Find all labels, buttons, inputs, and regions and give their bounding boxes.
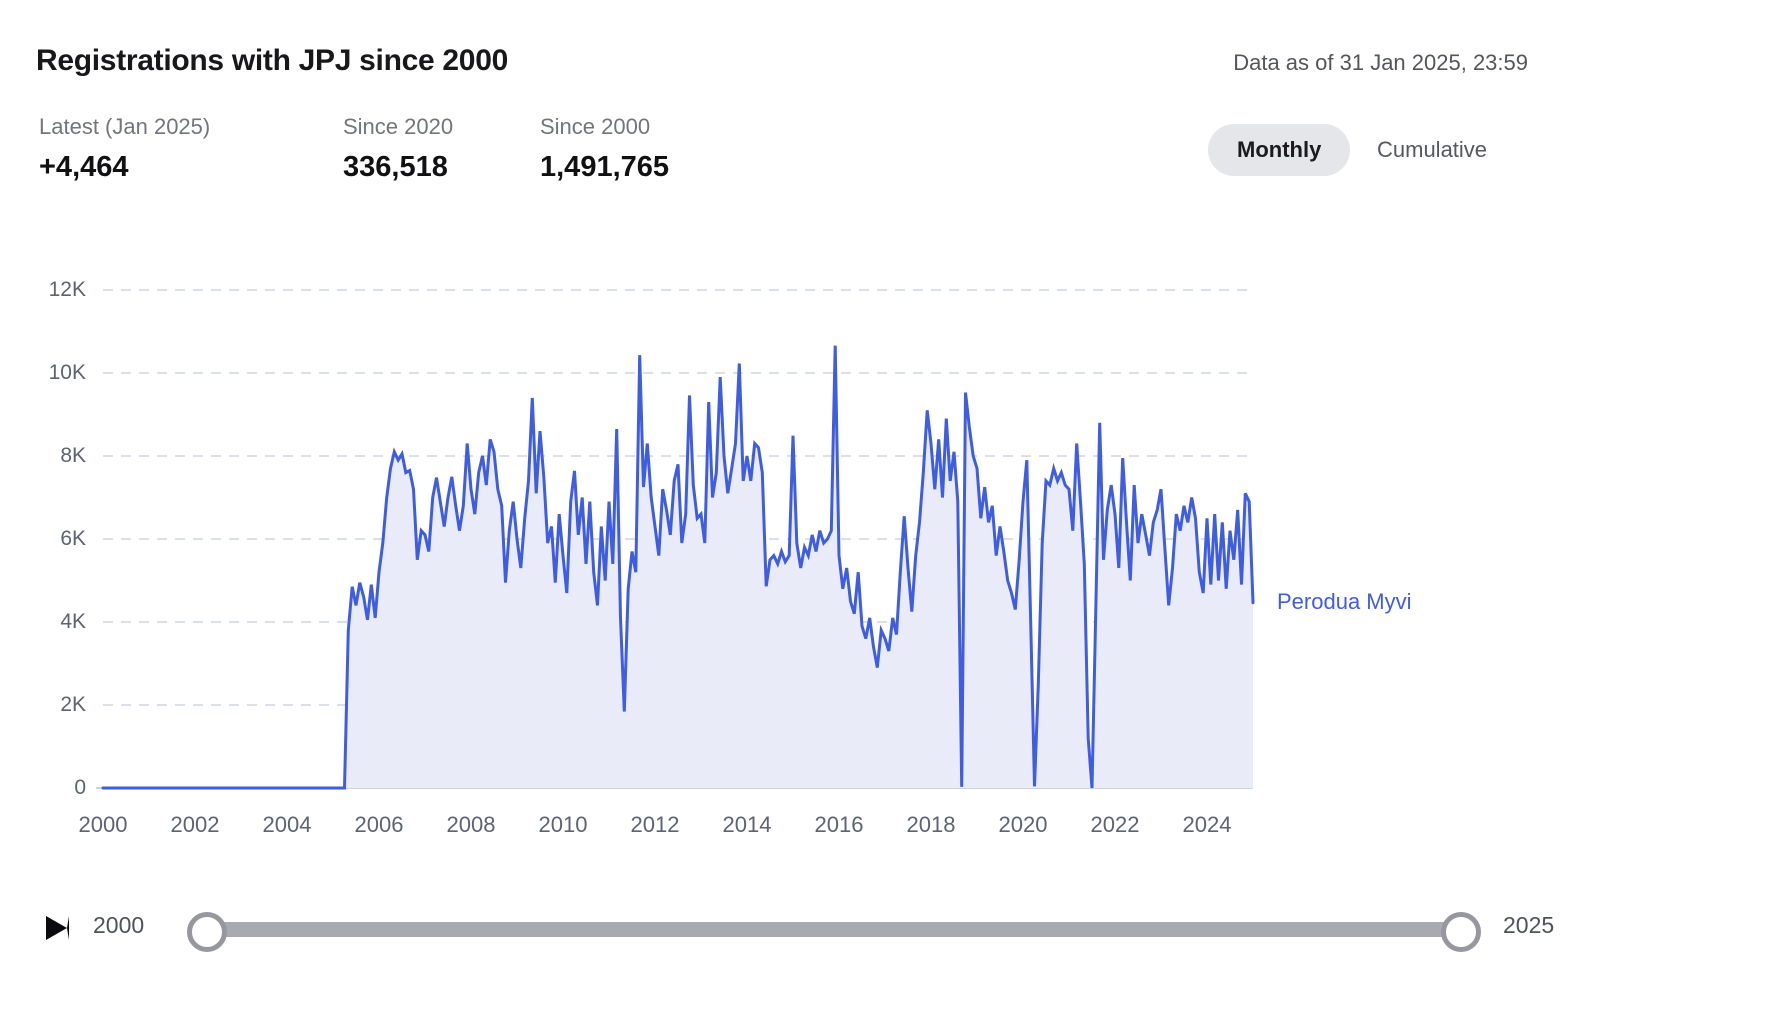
y-axis-tick-label: 8K [60,444,86,467]
data-as-of-timestamp: Data as of 31 Jan 2025, 23:59 [1233,50,1528,75]
stat-since-2020-value: 336,518 [343,151,448,183]
slider-thumb-start[interactable] [187,912,227,952]
y-axis-tick-label: 6K [60,527,86,550]
stat-latest-label: Latest (Jan 2025) [39,114,211,139]
chart-canvas[interactable] [0,0,1774,870]
x-axis-tick-label: 2020 [998,812,1048,837]
slider-thumb-end[interactable] [1441,912,1481,952]
x-axis-tick-label: 2004 [262,812,312,837]
x-axis-tick-label: 2022 [1090,812,1140,837]
series-line [101,345,1255,790]
stat-since-2000-value: 1,491,765 [540,151,670,183]
toggle-cumulative-button[interactable]: Cumulative [1377,124,1487,176]
x-axis-tick-label: 2014 [722,812,772,837]
stat-latest: Latest (Jan 2025) +4,464 [39,114,210,184]
stat-since-2020-label: Since 2020 [343,114,454,139]
x-axis-tick-label: 2010 [538,812,588,837]
x-axis-tick-label: 2024 [1182,812,1232,837]
x-axis-tick-label: 2016 [814,812,864,837]
slider-start-year-label: 2000 [93,912,145,938]
x-axis-tick-label: 2008 [446,812,496,837]
toggle-monthly-button[interactable]: Monthly [1208,124,1351,176]
stat-since-2000: Since 2000 1,491,765 [540,114,669,184]
stat-since-2000-label: Since 2000 [540,114,651,139]
x-axis-tick-label: 2006 [354,812,404,837]
page-title: Registrations with JPJ since 2000 [36,44,508,77]
series-area-fill [103,345,1253,788]
play-icon[interactable] [46,916,69,940]
x-axis-tick-label: 2002 [170,812,220,837]
y-axis-tick-label: 0 [74,776,86,799]
year-range-slider[interactable] [205,922,1463,937]
y-axis-tick-label: 2K [60,693,86,716]
x-axis-tick-label: 2000 [78,812,128,837]
y-axis-tick-label: 10K [48,361,86,384]
y-axis-tick-label: 12K [48,278,86,301]
stat-latest-value: +4,464 [39,151,129,183]
y-axis-tick-label: 4K [60,610,86,633]
x-axis-tick-label: 2018 [906,812,956,837]
stat-since-2020: Since 2020 336,518 [343,114,453,184]
slider-end-year-label: 2025 [1503,912,1555,938]
x-axis-tick-label: 2012 [630,812,680,837]
series-label: Perodua Myvi [1277,589,1412,614]
